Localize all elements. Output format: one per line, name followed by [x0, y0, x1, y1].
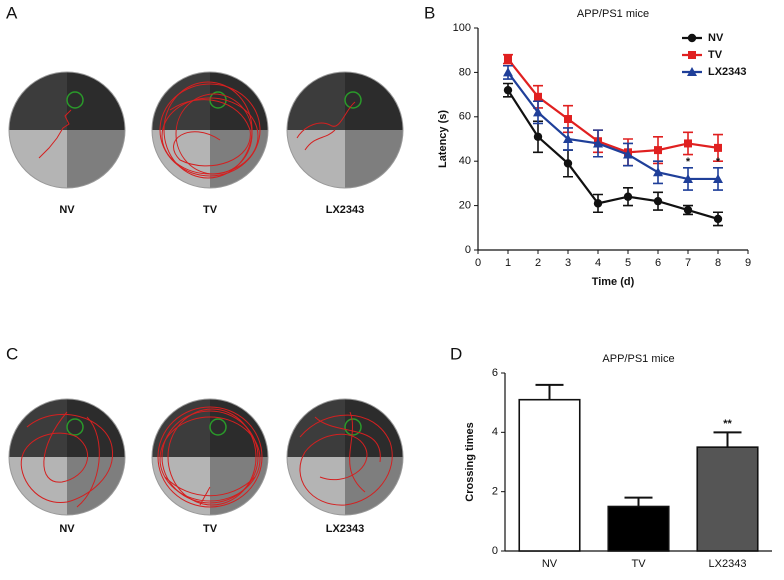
bar: [696, 446, 759, 552]
x-tick-label: 2: [535, 257, 541, 269]
y-tick-label: 40: [459, 155, 471, 167]
marker: [653, 196, 663, 206]
x-tick-label: 3: [565, 257, 571, 269]
maze-label: NV: [59, 523, 75, 535]
marker: [564, 115, 572, 124]
maze-image: [8, 71, 126, 189]
maze-image: [286, 398, 404, 516]
maze-label: TV: [203, 523, 218, 535]
x-tick-label: 7: [685, 257, 691, 269]
y-tick-label: 20: [459, 200, 471, 212]
significance: *: [686, 156, 691, 168]
y-tick-label: 80: [459, 66, 471, 78]
marker: [623, 149, 633, 159]
y-tick-label: 100: [453, 22, 471, 34]
maze-image: [8, 398, 126, 516]
legend-marker: [687, 67, 697, 76]
y-tick-label: 0: [465, 244, 471, 256]
x-tick-label: 5: [625, 257, 631, 269]
error-bar: [535, 383, 564, 400]
series-line: [507, 71, 718, 181]
y-axis-label: Latency (s): [437, 110, 449, 168]
y-tick-label: 60: [459, 111, 471, 123]
x-tick-label: 4: [595, 257, 601, 269]
error-bar: [713, 431, 742, 448]
marker: [563, 159, 573, 168]
chart-title: APP/PS1 mice: [602, 353, 674, 365]
x-tick-label: 9: [745, 257, 751, 269]
significance: **: [723, 418, 732, 430]
panel-letter: A: [6, 3, 18, 22]
marker: [593, 199, 603, 208]
maze-label: LX2343: [326, 204, 365, 216]
x-tick-label: NV: [542, 558, 558, 570]
maze-label: NV: [59, 204, 75, 216]
marker: [533, 107, 543, 117]
marker: [623, 192, 633, 201]
y-tick-label: 2: [492, 486, 498, 498]
marker: [593, 138, 603, 148]
maze-label: LX2343: [326, 523, 365, 535]
marker: [534, 92, 542, 101]
marker: [563, 134, 573, 143]
x-tick-label: LX2343: [709, 558, 747, 570]
marker: [714, 143, 722, 152]
marker: [713, 214, 723, 224]
x-tick-label: 6: [655, 257, 661, 269]
marker: [533, 132, 543, 141]
y-tick-label: 4: [492, 426, 498, 438]
significance: *: [716, 156, 721, 168]
marker: [713, 173, 723, 183]
marker: [684, 139, 692, 148]
bar: [607, 505, 670, 552]
legend-marker: [687, 33, 697, 43]
series-line: [507, 89, 719, 220]
legend-label: TV: [708, 49, 723, 61]
marker: [683, 173, 693, 183]
legend-label: LX2343: [708, 66, 747, 78]
maze-label: TV: [203, 204, 218, 216]
marker: [503, 67, 513, 77]
y-tick-label: 0: [492, 545, 498, 557]
legend-label: NV: [708, 32, 724, 44]
chart-title: APP/PS1 mice: [577, 8, 649, 20]
maze-image: [286, 71, 404, 189]
marker: [683, 205, 693, 215]
marker: [503, 85, 513, 95]
marker: [504, 55, 512, 64]
marker: [653, 167, 663, 177]
panel-letter: C: [6, 344, 18, 363]
bar: [518, 398, 581, 552]
legend-marker: [688, 51, 696, 59]
maze-image: [151, 71, 269, 189]
maze-image: [151, 398, 269, 516]
x-tick-label: 8: [715, 257, 721, 269]
panel-letter: D: [450, 344, 462, 363]
error-bar: [624, 496, 653, 507]
x-axis-label: Time (d): [592, 276, 635, 288]
panel-letter: B: [424, 3, 435, 22]
y-tick-label: 6: [492, 367, 498, 379]
x-tick-label: 1: [505, 257, 511, 269]
x-tick-label: 0: [475, 257, 481, 269]
marker: [654, 146, 662, 155]
x-tick-label: TV: [631, 558, 646, 570]
y-axis-label: Crossing times: [464, 422, 476, 501]
